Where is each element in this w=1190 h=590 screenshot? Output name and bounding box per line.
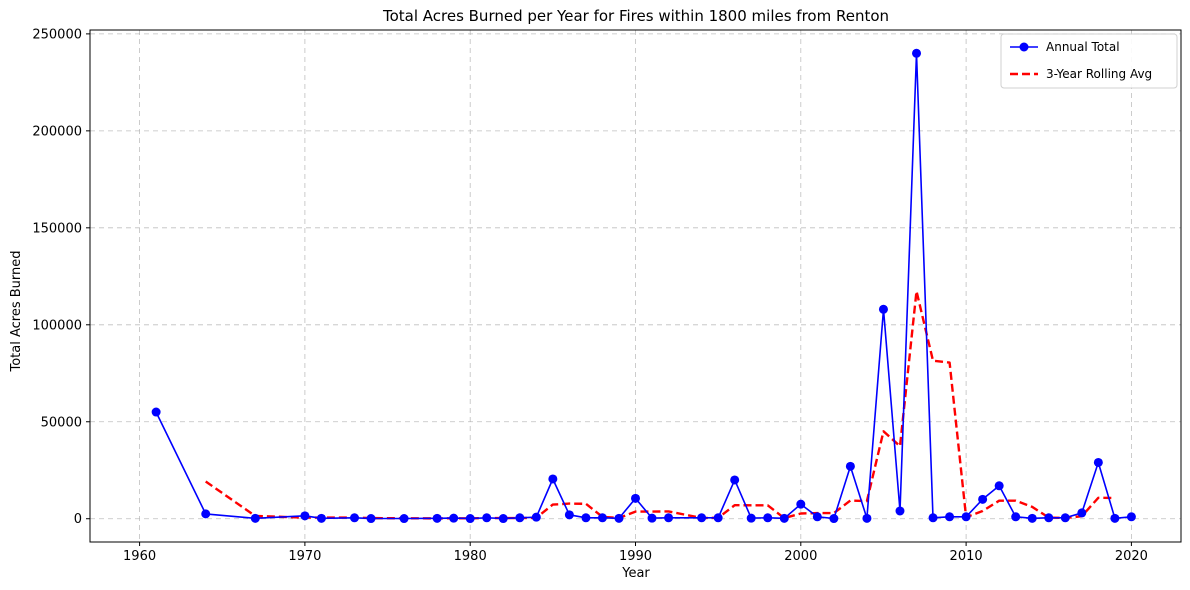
- data-point-annual-total: [1027, 513, 1037, 523]
- y-tick-label: 0: [74, 512, 82, 527]
- data-point-annual-total: [349, 513, 359, 523]
- data-point-annual-total: [614, 513, 624, 523]
- data-point-annual-total: [829, 514, 839, 524]
- data-point-annual-total: [531, 512, 541, 522]
- data-point-annual-total: [1093, 457, 1103, 467]
- data-point-annual-total: [465, 514, 475, 524]
- data-point-annual-total: [978, 494, 988, 504]
- series-area: [151, 48, 1136, 524]
- data-point-annual-total: [895, 506, 905, 516]
- data-point-annual-total: [581, 513, 591, 523]
- x-tick-label: 1980: [454, 549, 487, 564]
- x-axis-title: Year: [621, 566, 650, 581]
- data-point-annual-total: [432, 513, 442, 523]
- data-point-annual-total: [300, 511, 310, 521]
- data-point-annual-total: [1126, 512, 1136, 522]
- data-point-annual-total: [250, 513, 260, 523]
- data-point-annual-total: [713, 513, 723, 523]
- legend-label-rolling-avg: 3-Year Rolling Avg: [1046, 67, 1152, 81]
- data-point-annual-total: [564, 510, 574, 520]
- data-point-annual-total: [631, 493, 640, 503]
- data-point-annual-total: [862, 513, 872, 523]
- y-tick-label: 100000: [32, 318, 82, 333]
- data-point-annual-total: [697, 513, 707, 523]
- x-tick-label: 1970: [288, 549, 321, 564]
- data-point-annual-total: [399, 514, 409, 524]
- data-point-annual-total: [878, 304, 888, 314]
- data-point-annual-total: [1110, 513, 1120, 523]
- data-point-annual-total: [1011, 512, 1021, 522]
- y-tick-label: 50000: [41, 415, 82, 430]
- data-point-annual-total: [366, 514, 376, 524]
- data-point-annual-total: [498, 514, 508, 524]
- data-point-annual-total: [746, 513, 756, 523]
- data-point-annual-total: [912, 48, 922, 58]
- legend-marker-annual-total: [1019, 42, 1029, 52]
- data-point-annual-total: [449, 513, 459, 523]
- x-tick-label: 1990: [619, 549, 652, 564]
- data-point-annual-total: [151, 407, 161, 417]
- data-point-annual-total: [845, 461, 855, 471]
- data-point-annual-total: [1077, 508, 1087, 518]
- legend: Annual Total 3-Year Rolling Avg: [1000, 33, 1178, 89]
- data-point-annual-total: [515, 513, 525, 523]
- data-point-annual-total: [664, 513, 674, 523]
- legend-box: [1000, 33, 1178, 89]
- legend-label-annual-total: Annual Total: [1046, 40, 1120, 54]
- chart-title: Total Acres Burned per Year for Fires wi…: [382, 7, 889, 25]
- data-point-annual-total: [928, 513, 938, 523]
- data-point-annual-total: [1060, 513, 1070, 523]
- grid: [90, 30, 1181, 542]
- y-tick-label: 200000: [32, 124, 82, 139]
- data-point-annual-total: [796, 499, 806, 509]
- y-axis-title: Total Acres Burned: [9, 250, 24, 372]
- data-point-annual-total: [779, 513, 789, 523]
- x-tick-label: 2000: [784, 549, 817, 564]
- data-point-annual-total: [316, 513, 326, 523]
- data-point-annual-total: [994, 481, 1004, 491]
- data-point-annual-total: [647, 513, 657, 523]
- x-tick-label: 2010: [950, 549, 983, 564]
- axes: 1960 1970 1980 1990 2000 2010 2020 0 50000 100000…: [32, 27, 1148, 564]
- x-tick-label: 2020: [1115, 549, 1148, 564]
- data-point-annual-total: [730, 475, 740, 485]
- x-tick-label: 1960: [123, 549, 156, 564]
- data-point-annual-total: [763, 513, 773, 523]
- data-point-annual-total: [597, 513, 607, 523]
- y-tick-label: 250000: [32, 27, 82, 42]
- data-point-annual-total: [812, 512, 822, 522]
- data-point-annual-total: [1044, 513, 1054, 523]
- data-point-annual-total: [945, 512, 955, 522]
- data-point-annual-total: [482, 513, 492, 523]
- y-tick-label: 150000: [32, 221, 82, 236]
- data-point-annual-total: [548, 474, 558, 484]
- data-point-annual-total: [961, 512, 971, 522]
- data-point-annual-total: [201, 509, 211, 519]
